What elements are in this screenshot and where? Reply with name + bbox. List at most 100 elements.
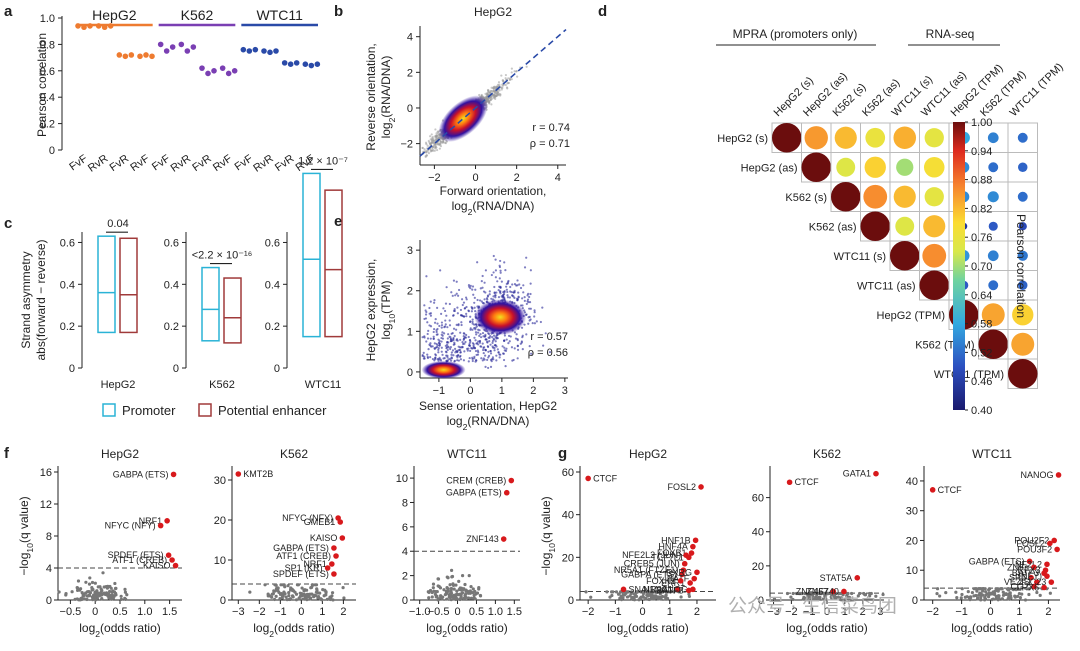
data-point	[505, 347, 508, 350]
group-label-HepG2: HepG2	[101, 379, 136, 391]
data-point	[512, 358, 515, 362]
data-point	[509, 285, 512, 289]
data-point	[436, 344, 439, 347]
data-point	[996, 594, 1001, 598]
data-point	[453, 341, 456, 344]
data-point	[446, 340, 449, 344]
data-point	[525, 65, 528, 68]
data-point	[276, 586, 280, 590]
data-point	[459, 308, 463, 312]
data-point	[281, 583, 285, 587]
data-point	[528, 295, 531, 299]
data-point	[437, 351, 440, 354]
panel-label-f: f	[4, 445, 10, 462]
data-point	[981, 589, 985, 593]
data-point	[460, 298, 464, 301]
x-tick-label: 3	[877, 606, 883, 618]
data-point	[469, 284, 472, 287]
y-tick-label: 3	[407, 245, 413, 257]
data-point	[505, 285, 508, 288]
y-tick-label: −2	[400, 139, 413, 151]
x-axis-title: log2(odds ratio)	[951, 621, 1033, 639]
heatmap-bubble	[804, 126, 828, 150]
heatmap-bubble	[1008, 359, 1038, 389]
data-point	[502, 292, 506, 296]
panel-label-a: a	[4, 3, 13, 20]
data-point	[92, 593, 96, 597]
data-point	[422, 351, 425, 354]
data-point	[450, 568, 454, 572]
data-point	[301, 593, 305, 598]
point-label: CTCF	[593, 473, 617, 483]
point-label: SP1 (KR)	[285, 563, 323, 573]
data-point	[516, 339, 519, 342]
data-point	[533, 309, 536, 312]
data-point	[471, 288, 474, 291]
data-point	[488, 290, 491, 293]
data-point	[435, 132, 438, 135]
data-point	[509, 78, 512, 81]
data-point	[481, 274, 484, 278]
data-point	[619, 598, 624, 602]
y-tick-label: 0	[758, 595, 764, 607]
y-tick-label: 40	[906, 476, 918, 488]
data-point	[433, 301, 436, 304]
y-axis-title: −log10(q value)	[17, 496, 35, 575]
y-tick-label: 0.6	[164, 237, 179, 249]
data-point	[846, 591, 850, 596]
data-point	[102, 591, 106, 595]
data-point	[832, 596, 836, 600]
data-point	[430, 149, 433, 152]
significant-point	[841, 588, 847, 595]
data-point	[679, 595, 683, 599]
data-point	[500, 280, 503, 283]
data-point	[527, 292, 530, 295]
data-point	[478, 339, 482, 343]
data-point	[504, 269, 507, 272]
data-point	[843, 597, 847, 602]
data-point	[489, 365, 493, 368]
y-tick-label: 0.4	[40, 92, 55, 104]
heatmap-bubble	[987, 250, 999, 262]
colorbar-tick-label: 1.00	[971, 117, 992, 129]
data-point	[128, 52, 135, 58]
data-point	[484, 354, 487, 357]
point-label: LHX6	[1017, 582, 1040, 592]
data-point	[70, 590, 74, 594]
data-point	[476, 298, 479, 302]
data-point	[471, 342, 475, 345]
data-point	[157, 41, 164, 48]
group-label-WTC11: WTC11	[305, 379, 341, 391]
significant-point	[329, 561, 335, 567]
x-tick-label: 2	[514, 172, 520, 184]
data-point	[449, 598, 453, 602]
data-point	[501, 296, 504, 299]
data-point	[199, 65, 205, 71]
data-point	[106, 592, 111, 596]
data-point	[240, 46, 247, 53]
data-point	[426, 321, 429, 324]
significant-point	[692, 537, 699, 544]
header-rna: RNA-seq	[926, 27, 975, 41]
data-point	[432, 337, 435, 340]
y-tick-label: 10	[906, 565, 918, 577]
data-point	[426, 332, 429, 336]
data-point	[489, 352, 493, 355]
data-point	[485, 96, 488, 99]
data-point	[858, 591, 862, 596]
data-point	[488, 354, 491, 357]
y-tick-label: 6	[402, 522, 408, 534]
data-point	[1038, 593, 1042, 598]
data-point	[287, 594, 291, 598]
data-point	[1006, 587, 1010, 591]
x-tick-label: 1	[499, 385, 505, 397]
data-point	[989, 591, 993, 595]
data-point	[435, 330, 438, 334]
data-point	[463, 315, 466, 318]
data-point	[288, 588, 293, 592]
data-point	[469, 315, 472, 318]
data-point	[88, 591, 93, 595]
significant-point	[324, 565, 331, 571]
data-point	[443, 326, 446, 329]
data-point	[429, 355, 432, 359]
